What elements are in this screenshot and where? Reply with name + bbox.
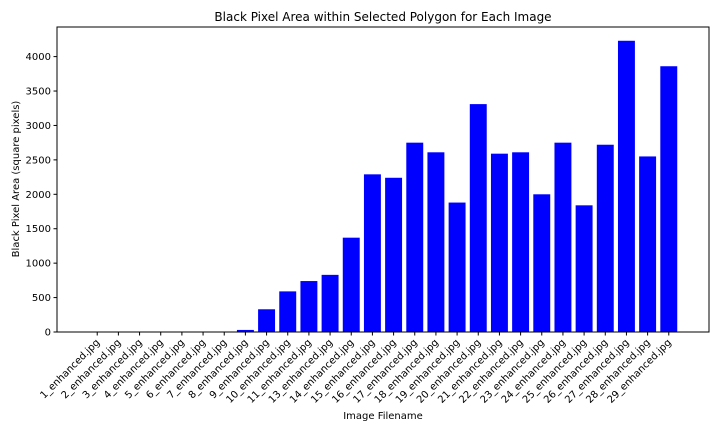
bar-14_enhanced.jpg [342,237,360,332]
bar-15_enhanced.jpg [363,174,381,332]
bar-20_enhanced.jpg [469,104,487,332]
bar-13_enhanced.jpg [321,274,339,332]
bar-8_enhanced.jpg [236,329,254,332]
bar-28_enhanced.jpg [639,156,657,332]
x-axis-label: Image Filename [343,411,423,422]
bar-19_enhanced.jpg [448,202,466,332]
bar-17_enhanced.jpg [406,142,424,332]
chart-title: Black Pixel Area within Selected Polygon… [214,10,551,24]
y-tick-label: 4000 [26,52,51,63]
bar-11_enhanced.jpg [300,281,318,332]
y-tick-label: 3500 [26,87,51,98]
y-tick-label: 2500 [26,155,51,166]
bar-23_enhanced.jpg [533,194,551,332]
x-axis: 1_enhanced.jpg2_enhanced.jpg3_enhanced.j… [38,332,674,406]
y-axis: 0 500 1000 1500 2000 2500 3000 3500 4000 [26,52,57,339]
bar-10_enhanced.jpg [279,291,297,332]
plot-frame [56,26,710,333]
y-tick-label: 2000 [26,190,51,201]
y-tick-label: 3000 [26,121,51,132]
bar-27_enhanced.jpg [617,40,635,333]
bar-24_enhanced.jpg [554,142,572,332]
y-tick-label: 1000 [26,259,51,270]
y-tick-label: 500 [32,293,51,304]
bar-25_enhanced.jpg [575,205,593,332]
y-axis-label: Black Pixel Area (square pixels) [11,101,22,258]
bar-29_enhanced.jpg [660,66,678,333]
bars [236,40,678,333]
y-tick-label: 0 [45,328,51,339]
bar-18_enhanced.jpg [427,152,445,332]
bar-22_enhanced.jpg [512,152,530,332]
bar-9_enhanced.jpg [258,309,276,332]
y-tick-label: 1500 [26,224,51,235]
bar-26_enhanced.jpg [596,144,614,332]
bar-16_enhanced.jpg [385,177,403,332]
bar-21_enhanced.jpg [490,153,508,332]
